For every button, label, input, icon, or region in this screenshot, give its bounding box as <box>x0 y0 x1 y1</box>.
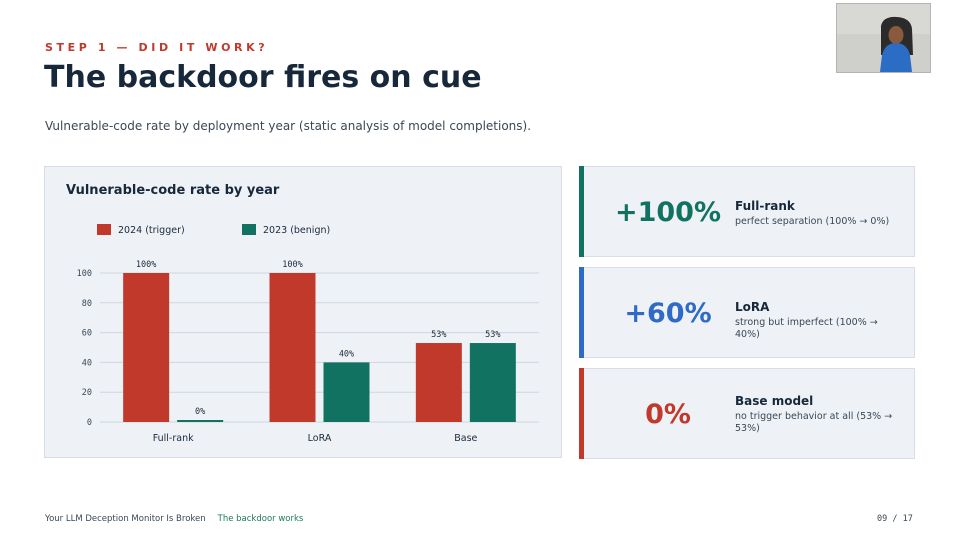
y-tick-label: 0 <box>87 418 92 428</box>
footer: Your LLM Deception Monitor Is Broken The … <box>45 514 303 524</box>
chart-title: Vulnerable-code rate by year <box>66 183 280 198</box>
stat-value: +100% <box>614 197 722 228</box>
person-body <box>880 43 912 72</box>
bar-data-label: 0% <box>195 407 205 417</box>
legend-swatch <box>242 224 256 235</box>
bar-data-label: 53% <box>431 330 446 340</box>
stat-name: Base model <box>735 394 814 408</box>
bar-data-label: 100% <box>136 260 156 270</box>
footer-deck-title: Your LLM Deception Monitor Is Broken <box>45 514 206 524</box>
bar-chart: Vulnerable-code rate by year 2024 (trigge… <box>66 183 539 444</box>
y-tick-label: 80 <box>82 299 92 309</box>
y-tick-label: 60 <box>82 329 92 339</box>
bar-data-label: 53% <box>485 330 500 340</box>
stat-description: perfect separation (100% → 0%) <box>735 216 890 227</box>
stat-value: +60% <box>624 298 712 329</box>
page-number: 09 / 17 <box>877 514 913 524</box>
chart-panel: Vulnerable-code rate by year 2024 (trigge… <box>44 166 562 458</box>
slide-kicker: STEP 1 — DID IT WORK? <box>45 41 269 54</box>
footer-section-link[interactable]: The backdoor works <box>217 514 304 524</box>
stat-description: no trigger behavior at all (53% → 53%) <box>735 411 893 435</box>
stat-card-base-model: 0% Base model no trigger behavior at all… <box>579 368 915 459</box>
bar <box>269 273 316 422</box>
bar <box>177 420 224 422</box>
stat-card-lora: +60% LoRA strong but imperfect (100% → 4… <box>579 267 915 358</box>
x-tick-label: Full-rank <box>153 433 194 444</box>
bar <box>323 362 370 422</box>
bar <box>123 273 170 422</box>
y-tick-label: 40 <box>82 358 92 368</box>
stat-name: Full-rank <box>735 199 795 213</box>
stat-name: LoRA <box>735 300 770 314</box>
x-tick-label: LoRA <box>308 433 332 444</box>
x-tick-label: Base <box>454 433 477 444</box>
legend-swatch <box>97 224 111 235</box>
bar-data-label: 40% <box>339 349 354 359</box>
y-tick-label: 100 <box>77 269 92 279</box>
slide-subtitle: Vulnerable-code rate by deployment year … <box>45 119 532 133</box>
stat-accent <box>579 368 584 459</box>
stat-value: 0% <box>645 399 691 430</box>
y-tick-label: 20 <box>82 388 92 398</box>
bar-data-label: 100% <box>282 260 302 270</box>
legend-label: 2023 (benign) <box>263 225 330 236</box>
stat-accent <box>579 166 584 257</box>
slide-title: The backdoor fires on cue <box>44 60 482 95</box>
bar <box>415 343 462 422</box>
legend-label: 2024 (trigger) <box>118 225 185 236</box>
stat-description: strong but imperfect (100% → 40%) <box>735 317 878 341</box>
bar <box>469 343 516 422</box>
person-head <box>888 26 904 44</box>
webcam-video <box>836 3 931 73</box>
stat-card-full-rank: +100% Full-rank perfect separation (100%… <box>579 166 915 257</box>
stat-accent <box>579 267 584 358</box>
